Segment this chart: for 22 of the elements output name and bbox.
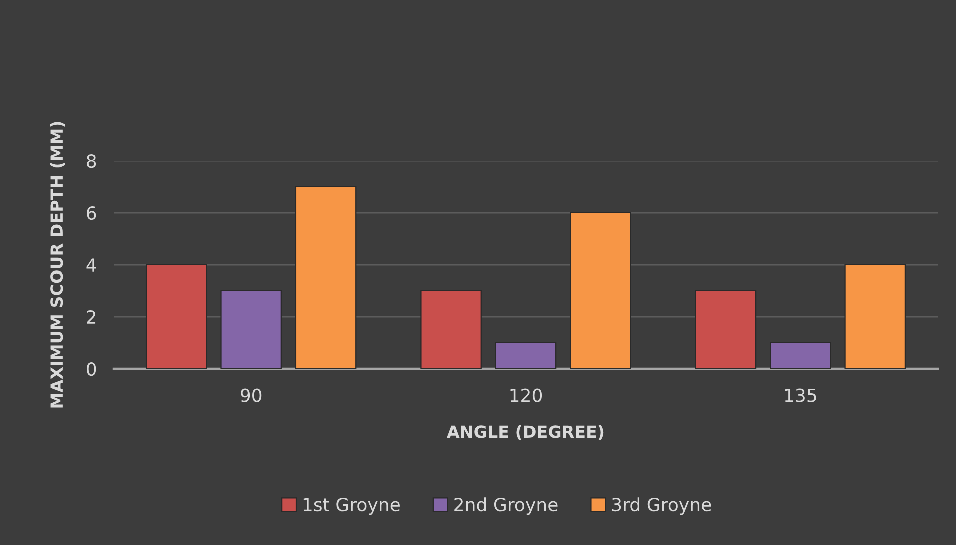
y-axis-title: MAXIMUM SCOUR DEPTH (MM) bbox=[50, 122, 66, 408]
x-axis-title: ANGLE (DEGREE) bbox=[447, 425, 604, 440]
legend-label: 1st Groyne bbox=[304, 498, 400, 516]
bar bbox=[770, 342, 832, 369]
bar bbox=[146, 264, 208, 369]
y-tick-label: 4 bbox=[86, 258, 96, 272]
bar bbox=[220, 290, 282, 369]
bar bbox=[495, 342, 557, 369]
legend-label: 3rd Groyne bbox=[612, 498, 712, 516]
bar bbox=[695, 290, 757, 369]
y-tick-label: 0 bbox=[87, 362, 96, 376]
x-tick-label: 135 bbox=[785, 388, 816, 402]
x-tick-label: 120 bbox=[510, 388, 542, 402]
bar bbox=[844, 264, 906, 369]
y-tick-label: 8 bbox=[87, 154, 96, 168]
x-tick-label: 90 bbox=[240, 388, 262, 402]
y-tick-label: 2 bbox=[87, 310, 96, 324]
bar bbox=[295, 186, 357, 369]
y-tick-label: 6 bbox=[87, 206, 96, 220]
bar bbox=[570, 212, 632, 369]
legend-label: 2nd Groyne bbox=[454, 498, 558, 516]
bar bbox=[420, 290, 482, 369]
